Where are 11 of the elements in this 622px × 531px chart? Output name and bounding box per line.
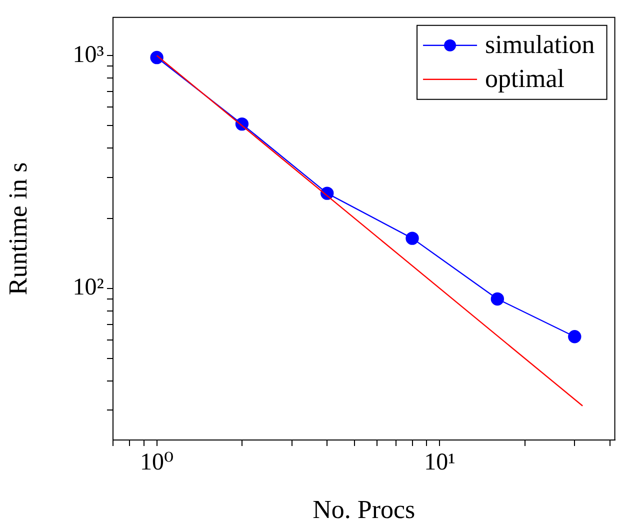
x-tick-label: 10¹ [424, 450, 456, 476]
point [150, 50, 164, 64]
y-tick-label: 10³ [72, 42, 104, 68]
point [406, 232, 419, 245]
y-axis-title: Runtime in s [3, 162, 32, 296]
legend-label: optimal [485, 64, 564, 94]
x-axis-title: No. Procs [312, 495, 416, 524]
point [490, 292, 504, 306]
x-tick-label: 10⁰ [140, 450, 174, 476]
y-tick-label: 10² [72, 274, 104, 301]
legend-label: simulation [485, 30, 595, 60]
